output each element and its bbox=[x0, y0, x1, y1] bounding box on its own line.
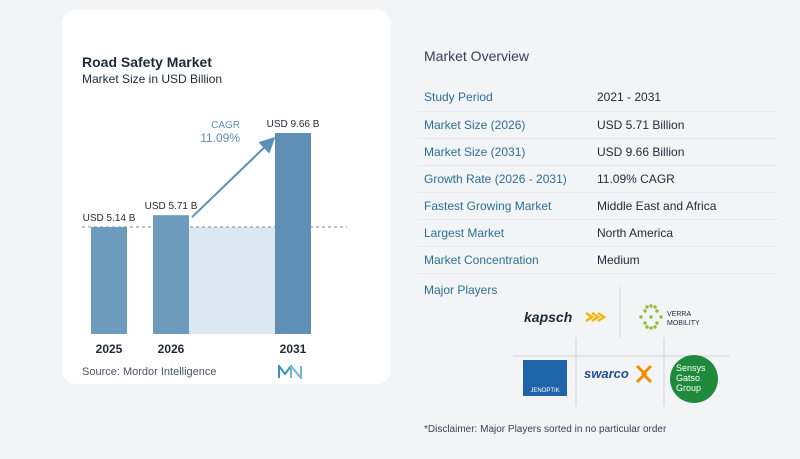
chart-subtitle: Market Size in USD Billion bbox=[82, 72, 223, 86]
row-value: North America bbox=[591, 219, 778, 247]
major-players-title: Major Players bbox=[424, 283, 498, 297]
row-value: 11.09% CAGR bbox=[591, 165, 778, 193]
row-key: Fastest Growing Market bbox=[418, 192, 591, 220]
row-key: Study Period bbox=[418, 84, 591, 112]
swarco-logo: swarco bbox=[584, 366, 629, 381]
cagr-arrow bbox=[191, 136, 276, 218]
table-row: Study Period 2021 - 2031 bbox=[418, 84, 778, 112]
chart-card: Road Safety Market Market Size in USD Bi… bbox=[62, 10, 391, 384]
jenoptik-logo: JENOPTIK bbox=[530, 388, 559, 394]
row-value: Medium bbox=[591, 246, 778, 274]
table-row: Growth Rate (2026 - 2031) 11.09% CAGR bbox=[418, 165, 778, 193]
kapsch-arrows-icon bbox=[585, 311, 607, 323]
x-tick-label: 2026 bbox=[158, 342, 185, 356]
row-key: Market Size (2031) bbox=[418, 138, 591, 166]
x-tick-label: 2025 bbox=[96, 342, 123, 356]
verra-logo-line2: MOBILITY bbox=[667, 320, 700, 327]
disclaimer-text: *Disclaimer: Major Players sorted in no … bbox=[424, 424, 667, 435]
row-value: 2021 - 2031 bbox=[591, 84, 778, 112]
row-key: Largest Market bbox=[418, 219, 591, 247]
bar-value-label: USD 5.71 B bbox=[145, 201, 198, 212]
x-tick-label: 2031 bbox=[280, 342, 307, 356]
row-key: Market Concentration bbox=[418, 246, 591, 274]
sensys-logo-line2: Gatso bbox=[676, 373, 700, 383]
cagr-value: 11.09% bbox=[200, 131, 240, 145]
sensys-logo-line3: Group bbox=[676, 383, 701, 393]
cagr-label: CAGR bbox=[211, 120, 240, 131]
bar-2031 bbox=[275, 133, 311, 334]
row-key: Market Size (2026) bbox=[418, 111, 591, 139]
table-row: Fastest Growing Market Middle East and Af… bbox=[418, 192, 778, 220]
row-key: Growth Rate (2026 - 2031) bbox=[418, 165, 591, 193]
bar-chart: USD 5.14 B 2025 USD 5.71 B 2026 USD 9.66 B 20… bbox=[82, 119, 347, 356]
reference-band bbox=[189, 227, 275, 334]
row-value: USD 5.71 Billion bbox=[591, 111, 778, 139]
kapsch-logo: kapsch bbox=[524, 309, 572, 325]
bar-2026 bbox=[153, 215, 189, 334]
swarco-chevron-icon bbox=[635, 364, 653, 384]
jenoptik-logo-box bbox=[523, 360, 567, 396]
table-row: Largest Market North America bbox=[418, 219, 778, 247]
market-overview-title: Market Overview bbox=[424, 48, 530, 64]
bar-2025 bbox=[91, 227, 127, 334]
row-value: USD 9.66 Billion bbox=[591, 138, 778, 166]
table-row: Market Concentration Medium bbox=[418, 246, 778, 274]
bar-value-label: USD 9.66 B bbox=[267, 119, 320, 130]
chart-title: Road Safety Market bbox=[82, 54, 212, 70]
source-text: Source: Mordor Intelligence bbox=[82, 366, 217, 378]
table-row: Market Size (2026) USD 5.71 Billion bbox=[418, 111, 778, 139]
bar-value-label: USD 5.14 B bbox=[83, 213, 136, 224]
verra-logo-line1: VERRA bbox=[667, 311, 691, 318]
verra-ring-icon bbox=[639, 304, 663, 330]
market-overview-table: Study Period 2021 - 2031 Market Size (202… bbox=[418, 84, 778, 274]
row-value: Middle East and Africa bbox=[591, 192, 778, 220]
mordor-logo-icon bbox=[278, 365, 302, 379]
sensys-logo-circle bbox=[670, 355, 718, 403]
sensys-logo-line1: Sensys bbox=[676, 363, 706, 373]
table-row: Market Size (2031) USD 9.66 Billion bbox=[418, 138, 778, 166]
